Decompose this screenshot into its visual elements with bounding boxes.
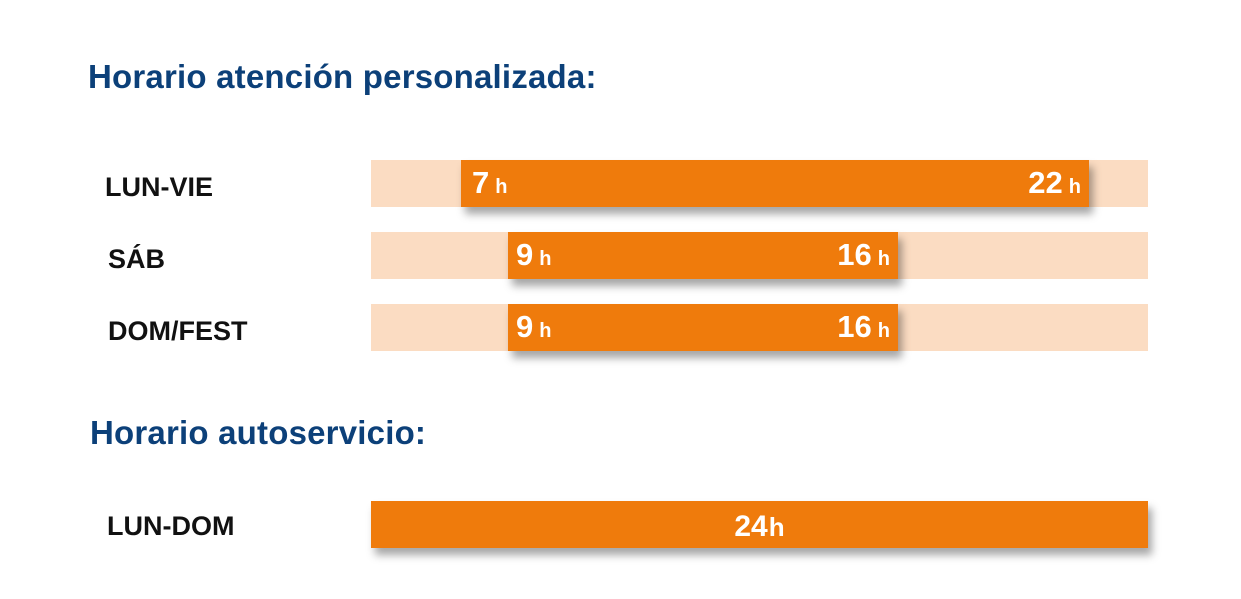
day-label-lun-dom: LUN-DOM bbox=[107, 511, 235, 541]
end-time: 22 h bbox=[1028, 165, 1081, 200]
day-label-lun-vie: LUN-VIE bbox=[105, 172, 213, 202]
end-time: 16 h bbox=[837, 237, 890, 272]
schedule-bar-lun-dom: 24h bbox=[371, 501, 1148, 548]
heading-autoservicio: Horario autoservicio: bbox=[90, 414, 427, 451]
day-label-dom-fest: DOM/FEST bbox=[108, 316, 248, 346]
day-label-sab: SÁB bbox=[108, 244, 166, 274]
end-time: 16 h bbox=[837, 309, 890, 344]
duration-label: 24h bbox=[734, 510, 785, 543]
heading-atencion-personalizada: Horario atención personalizada: bbox=[88, 58, 597, 95]
